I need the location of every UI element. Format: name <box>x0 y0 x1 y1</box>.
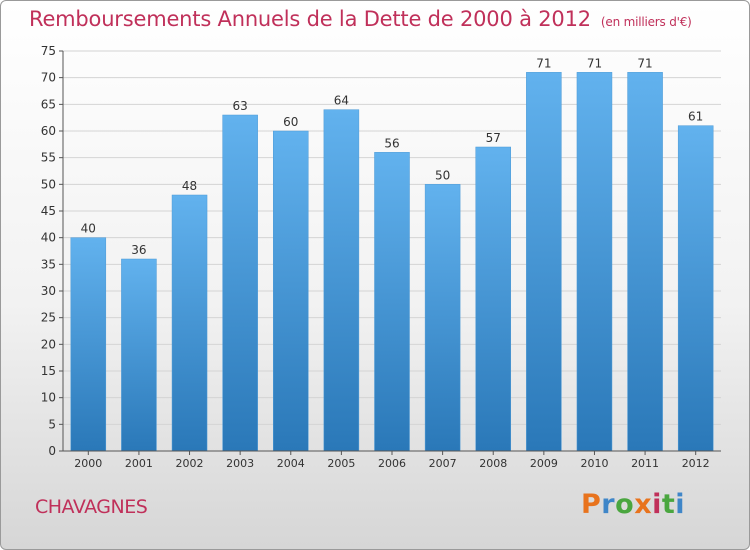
data-label: 57 <box>486 131 501 145</box>
y-tick-label: 15 <box>41 364 56 378</box>
bar <box>323 109 360 452</box>
data-label: 60 <box>283 115 298 129</box>
chart-subtitle: (en milliers d'€) <box>600 15 692 29</box>
x-tick-label: 2008 <box>479 457 507 470</box>
y-tick-label: 10 <box>41 391 56 405</box>
x-tick-label: 2001 <box>125 457 153 470</box>
chart-title-text: Remboursements Annuels de la Dette de 20… <box>29 7 591 31</box>
y-tick-label: 25 <box>41 311 56 325</box>
proxiti-logo: Proxiti <box>581 489 685 520</box>
x-tick-label: 2010 <box>580 457 608 470</box>
x-tick-label: 2002 <box>176 457 204 470</box>
bar <box>374 152 410 452</box>
y-tick-label: 30 <box>41 284 56 298</box>
logo-letter: x <box>634 489 653 520</box>
logo-letter: i <box>675 489 686 520</box>
x-tick-label: 2011 <box>631 457 659 470</box>
bar <box>273 130 309 452</box>
logo-letter: r <box>601 489 616 520</box>
y-tick-label: 50 <box>41 177 56 191</box>
bar <box>475 146 511 452</box>
data-label: 64 <box>334 94 349 108</box>
y-tick-label: 65 <box>41 97 56 111</box>
bar <box>576 72 613 452</box>
y-tick-label: 0 <box>48 444 56 458</box>
x-tick-label: 2006 <box>378 457 406 470</box>
logo-letter: P <box>581 489 602 520</box>
y-tick-label: 70 <box>41 71 56 85</box>
logo-letter: t <box>661 489 676 520</box>
y-tick-label: 20 <box>41 337 56 351</box>
data-label: 48 <box>182 179 197 193</box>
x-tick-label: 2000 <box>74 457 102 470</box>
bar <box>627 72 663 452</box>
data-label: 71 <box>536 56 551 70</box>
x-tick-label: 2012 <box>682 457 710 470</box>
y-tick-label: 55 <box>41 151 56 165</box>
y-tick-label: 40 <box>41 231 56 245</box>
y-tick-label: 5 <box>48 417 56 431</box>
x-tick-label: 2003 <box>226 457 254 470</box>
x-tick-label: 2009 <box>530 457 558 470</box>
data-label: 40 <box>81 222 96 236</box>
data-label: 61 <box>688 110 703 124</box>
y-tick-label: 75 <box>41 44 56 58</box>
logo-letter: i <box>652 489 662 520</box>
x-tick-label: 2007 <box>429 457 457 470</box>
bar <box>526 72 562 452</box>
y-tick-label: 35 <box>41 257 56 271</box>
bar <box>677 125 714 452</box>
data-label: 71 <box>637 56 652 70</box>
data-label: 56 <box>384 136 399 150</box>
y-tick-label: 60 <box>41 124 56 138</box>
bar <box>171 194 208 452</box>
chart-title: Remboursements Annuels de la Dette de 20… <box>29 7 692 31</box>
data-label: 36 <box>131 243 146 257</box>
logo-letter: o <box>615 489 635 520</box>
bar <box>121 258 157 452</box>
data-label: 63 <box>233 99 248 113</box>
y-tick-label: 45 <box>41 204 56 218</box>
data-label: 50 <box>435 168 450 182</box>
bar <box>222 114 258 452</box>
bar <box>424 184 461 452</box>
x-tick-label: 2004 <box>277 457 305 470</box>
commune-name: CHAVAGNES <box>35 496 148 518</box>
bar <box>70 237 107 452</box>
data-label: 71 <box>587 56 602 70</box>
x-tick-label: 2005 <box>327 457 355 470</box>
